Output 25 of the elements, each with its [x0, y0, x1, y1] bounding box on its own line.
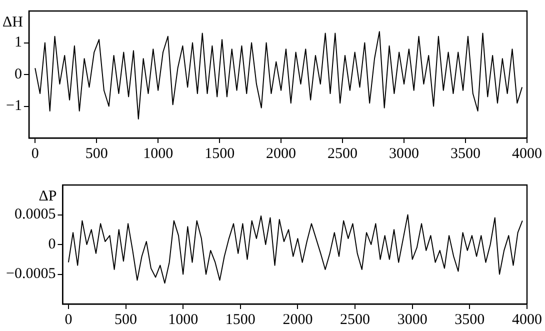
x-tick-label: 1500: [225, 312, 256, 328]
x-tick-label: 0: [64, 312, 72, 328]
x-tick-label: 2500: [328, 146, 358, 162]
y-tick-label: 1: [14, 34, 22, 51]
x-tick-label: 4000: [512, 146, 542, 162]
x-tick-label: 500: [114, 312, 138, 328]
x-tick-label: 3500: [450, 146, 481, 162]
x-tick-label: 500: [85, 146, 108, 162]
y-tick-label: −1: [6, 98, 22, 114]
x-tick-label: 4000: [512, 312, 542, 328]
y-tick-label: 0: [48, 236, 56, 252]
y-tick-label: −0.0005: [6, 266, 56, 282]
y-axis-title: ΔP: [38, 188, 57, 204]
x-tick-label: 2000: [266, 146, 296, 162]
x-tick-label: 2000: [282, 312, 313, 328]
x-tick-label: 1000: [143, 146, 174, 162]
y-tick-label: 0: [14, 66, 22, 82]
y-tick-label: 0.0005: [14, 206, 56, 223]
x-tick-label: 2500: [340, 312, 370, 328]
x-tick-label: 3000: [397, 312, 428, 328]
x-tick-label: 1000: [168, 312, 198, 328]
y-axis-title: ΔH: [2, 14, 24, 30]
x-tick-label: 3000: [389, 146, 420, 162]
x-tick-label: 1500: [204, 146, 235, 162]
x-tick-label: 3500: [454, 312, 485, 328]
